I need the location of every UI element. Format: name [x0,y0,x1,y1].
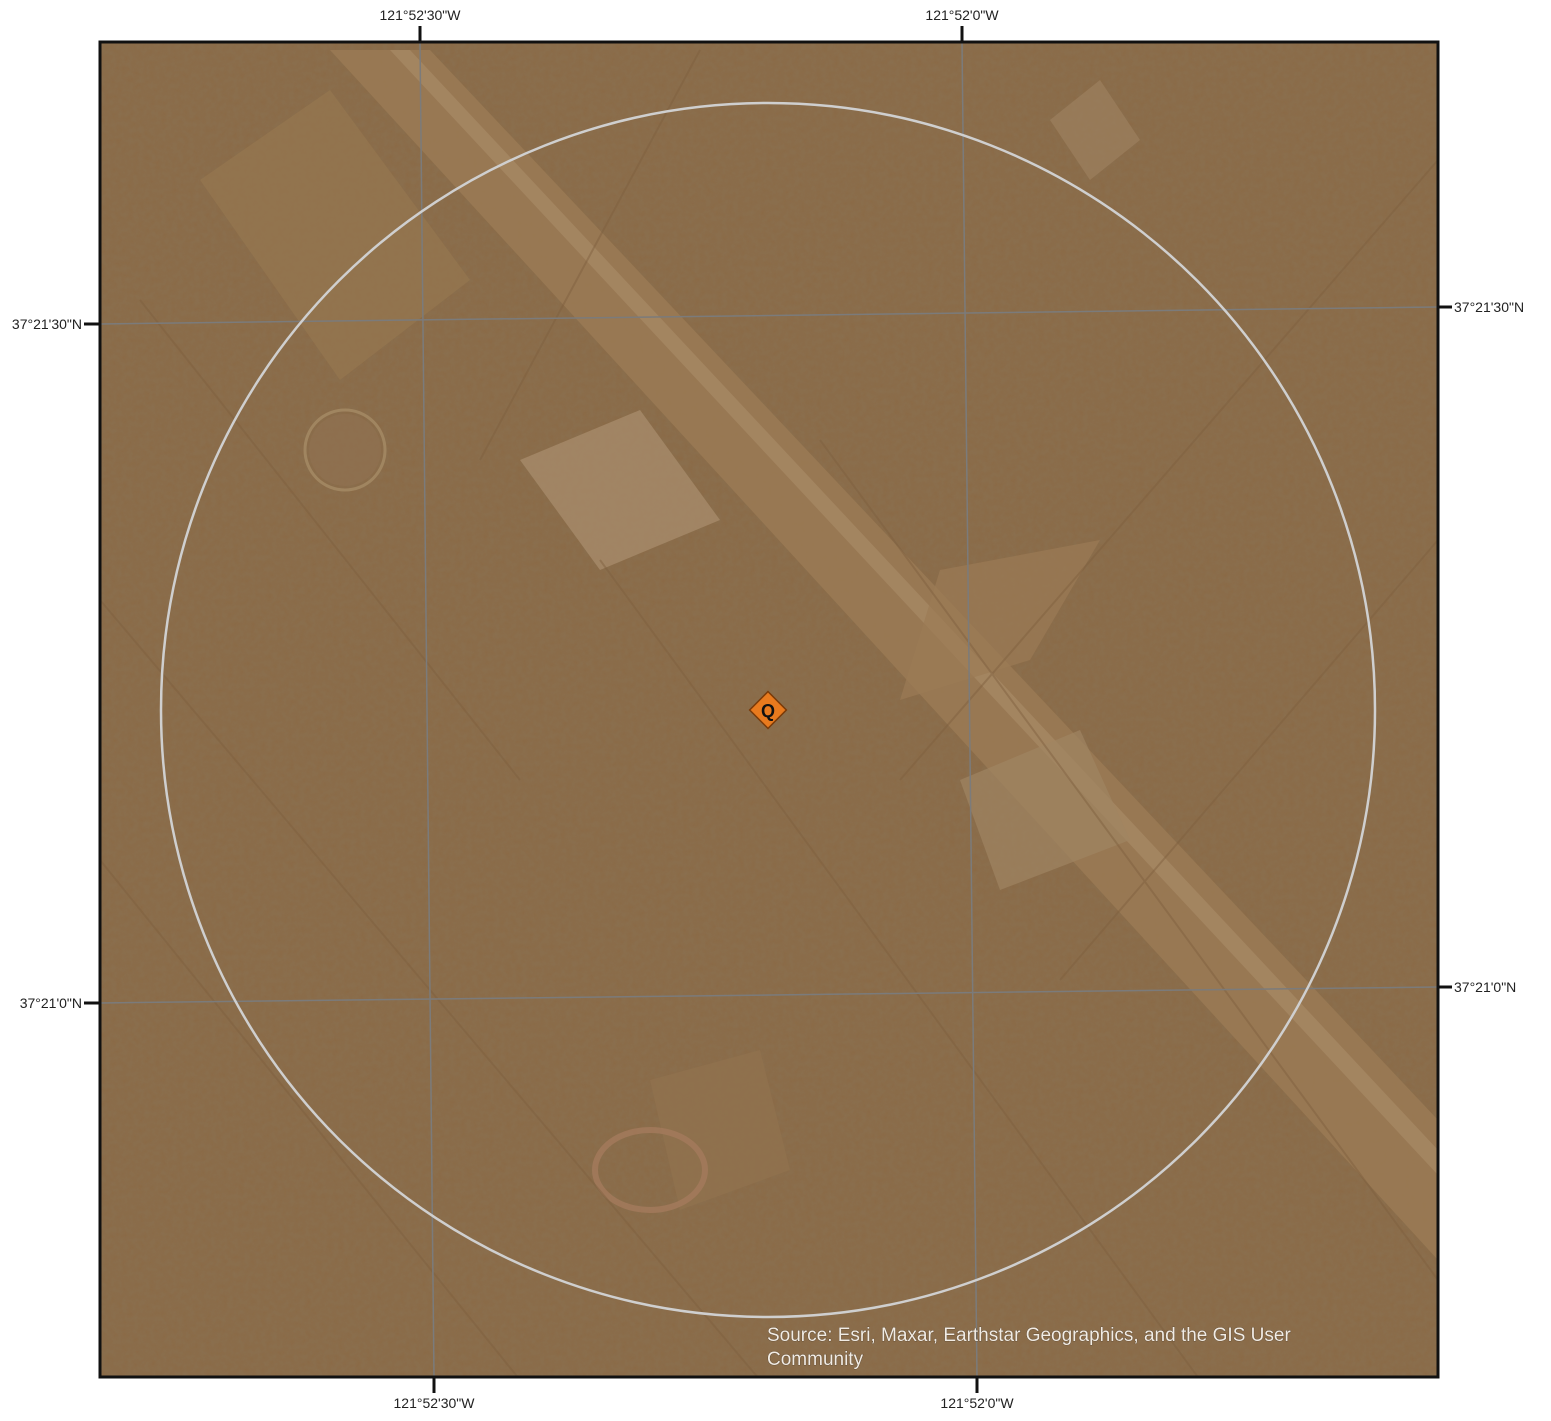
graticule [99,41,1439,1378]
buffer-ring [159,101,1377,1319]
bottom-label-2: 121°52'0"W [940,1395,1014,1411]
parallel-21-30 [99,306,1439,325]
meridian-52-0 [961,41,978,1378]
freeway-corridor [330,50,1438,1260]
parallel-21-0 [99,986,1439,1004]
frame-ticks [84,26,1452,1393]
open-areas [200,80,1140,1213]
diamond-marker-icon [748,690,788,730]
right-label-1: 37°21'30"N [1454,299,1524,315]
top-label-2: 121°52'0"W [925,7,999,23]
top-label-1: 121°52'30"W [380,7,462,23]
map-frame [98,40,1440,1379]
meridian-52-30 [419,41,435,1378]
left-label-1: 37°21'30"N [12,316,82,332]
attribution-line-1: Source: Esri, Maxar, Earthstar Geographi… [767,1325,1291,1346]
attribution-line-2: Community [767,1349,864,1370]
street-grid [100,49,1438,1377]
location-marker[interactable]: Q [748,690,788,730]
marker-label: Q [761,701,775,721]
bottom-label-1: 121°52'30"W [394,1395,476,1411]
right-label-2: 37°21'0"N [1454,979,1516,995]
left-label-2: 37°21'0"N [20,995,82,1011]
grid-labels: 121°52'30"W 121°52'0"W 121°52'30"W 121°5… [12,7,1524,1411]
attribution: Source: Esri, Maxar, Earthstar Geographi… [767,1325,1292,1371]
